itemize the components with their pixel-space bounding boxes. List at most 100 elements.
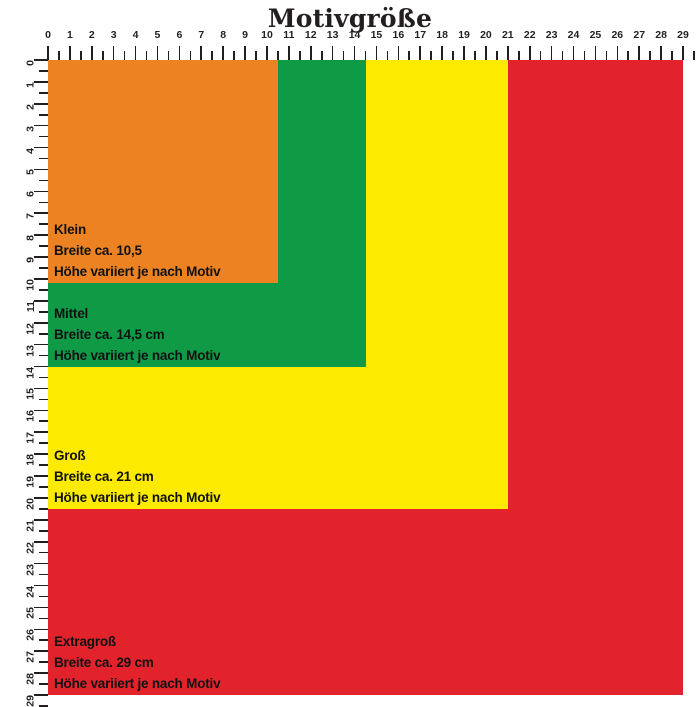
horizontal-ruler: 0 1 2 3 4 5 6 7 8 9 10 11 12 13 14 15 16 17 18 19 20 21 22 23 24… — [45, 29, 695, 60]
ruler-label-v-1: 1 — [24, 81, 37, 88]
vertical-ruler: 0 1 2 3 4 5 6 7 8 9 10 11 12 13 14 15 16 17 18 19 20 21 22 23 24… — [18, 59, 48, 707]
size-label-gross-line1: Groß — [54, 447, 86, 463]
ruler-tick-minor — [342, 51, 345, 60]
ruler-tick-minor — [583, 51, 586, 60]
ruler-tick-major — [34, 650, 48, 652]
size-label-gross-line3: Höhe variiert je nach Motiv — [54, 489, 221, 505]
ruler-tick-major — [34, 81, 48, 83]
ruler-tick-minor — [255, 51, 257, 60]
ruler-tick-minor — [671, 51, 673, 60]
ruler-tick-major — [34, 59, 48, 61]
ruler-tick-major — [616, 46, 619, 60]
ruler-tick-minor — [39, 420, 48, 423]
ruler-tick-major — [660, 46, 662, 60]
ruler-tick-major — [419, 46, 422, 60]
ruler-tick-major — [34, 431, 48, 434]
ruler-tick-major — [34, 562, 48, 565]
ruler-label-h-27: 27 — [633, 29, 646, 41]
ruler-tick-major — [572, 46, 575, 60]
ruler-tick-major — [34, 694, 48, 696]
ruler-tick-minor — [39, 661, 48, 663]
ruler-label-h-20: 20 — [480, 29, 492, 41]
ruler-tick-minor — [189, 51, 192, 60]
ruler-tick-minor — [233, 51, 235, 60]
ruler-tick-minor — [39, 245, 48, 247]
ruler-tick-major — [34, 584, 48, 587]
size-band-klein[interactable]: Klein Breite ca. 10,5 Höhe variiert je nac… — [48, 60, 278, 284]
ruler-tick-major — [34, 365, 48, 368]
ruler-tick-major — [353, 46, 356, 60]
ruler-label-v-15: 15 — [24, 388, 37, 401]
ruler-tick-major — [34, 168, 48, 171]
ruler-tick-major — [47, 46, 49, 60]
page-title: Motivgröße — [267, 3, 433, 33]
ruler-tick-minor — [386, 51, 389, 60]
size-label-mittel-line2: Breite ca. 14,5 cm — [54, 326, 165, 342]
ruler-tick-minor — [39, 442, 48, 444]
ruler-tick-minor — [277, 51, 279, 60]
ruler-label-h-2: 2 — [88, 29, 95, 41]
size-label-klein-line1: Klein — [54, 222, 87, 238]
size-label-extragross-line3: Höhe variiert je nach Motiv — [54, 676, 221, 691]
ruler-label-h-26: 26 — [611, 29, 624, 41]
size-label-klein-line3: Höhe variiert je nach Motiv — [54, 264, 221, 280]
ruler-tick-major — [34, 278, 48, 280]
ruler-label-v-6: 6 — [24, 191, 37, 198]
ruler-label-h-6: 6 — [176, 29, 183, 41]
ruler-tick-minor — [605, 51, 608, 60]
ruler-tick-minor — [561, 51, 564, 60]
ruler-tick-minor — [430, 51, 432, 60]
ruler-label-v-0: 0 — [24, 60, 37, 66]
ruler-tick-minor — [474, 51, 476, 60]
ruler-tick-minor — [496, 51, 498, 60]
ruler-tick-major — [34, 409, 48, 412]
ruler-label-h-11: 11 — [283, 29, 295, 41]
ruler-label-h-16: 16 — [392, 29, 405, 41]
ruler-label-h-15: 15 — [370, 29, 383, 41]
ruler-tick-major — [200, 46, 203, 60]
ruler-label-h-18: 18 — [436, 29, 448, 41]
ruler-label-h-19: 19 — [458, 29, 470, 41]
ruler-tick-minor — [517, 51, 520, 60]
size-label-klein-line2: Breite ca. 10,5 — [54, 243, 142, 259]
ruler-tick-minor — [39, 398, 48, 401]
ruler-tick-major — [134, 46, 137, 60]
ruler-tick-minor — [649, 51, 651, 60]
ruler-tick-major — [156, 46, 159, 60]
size-label-extragross-line1: Extragroß — [54, 634, 116, 649]
ruler-label-h-1: 1 — [66, 29, 73, 41]
ruler-tick-minor — [39, 201, 48, 204]
ruler-tick-minor — [39, 573, 48, 576]
size-label-mittel-line3: Höhe variiert je nach Motiv — [54, 347, 221, 363]
ruler-tick-major — [441, 46, 443, 60]
ruler-tick-minor — [39, 705, 48, 707]
ruler-tick-major — [309, 46, 312, 60]
ruler-tick-minor — [167, 51, 170, 60]
ruler-tick-major — [34, 540, 48, 543]
ruler-tick-major — [266, 46, 268, 60]
ruler-tick-minor — [39, 595, 48, 598]
ruler-tick-major — [34, 497, 48, 499]
ruler-label-v-16: 16 — [24, 410, 37, 423]
ruler-tick-minor — [39, 464, 48, 466]
ruler-tick-minor — [145, 51, 148, 60]
ruler-label-v-7: 7 — [24, 213, 37, 220]
ruler-tick-minor — [80, 51, 82, 60]
ruler-tick-major — [485, 46, 487, 60]
size-bands-plot: Extragroß Breite ca. 29 cm Höhe variiert j… — [48, 60, 683, 695]
ruler-tick-major — [34, 519, 48, 521]
ruler-tick-minor — [39, 311, 48, 313]
ruler-label-v-2: 2 — [24, 103, 37, 110]
ruler-label-v-25: 25 — [24, 607, 37, 620]
ruler-tick-major — [34, 606, 48, 609]
ruler-label-v-26: 26 — [24, 629, 37, 641]
ruler-label-h-24: 24 — [567, 29, 580, 41]
ruler-tick-minor — [39, 376, 48, 379]
ruler-tick-major — [34, 234, 48, 236]
ruler-tick-minor — [39, 267, 48, 269]
ruler-label-v-5: 5 — [24, 169, 37, 176]
ruler-label-v-12: 12 — [24, 322, 37, 335]
ruler-label-v-22: 22 — [24, 541, 37, 554]
ruler-tick-major — [397, 46, 400, 60]
ruler-label-v-24: 24 — [24, 585, 37, 598]
